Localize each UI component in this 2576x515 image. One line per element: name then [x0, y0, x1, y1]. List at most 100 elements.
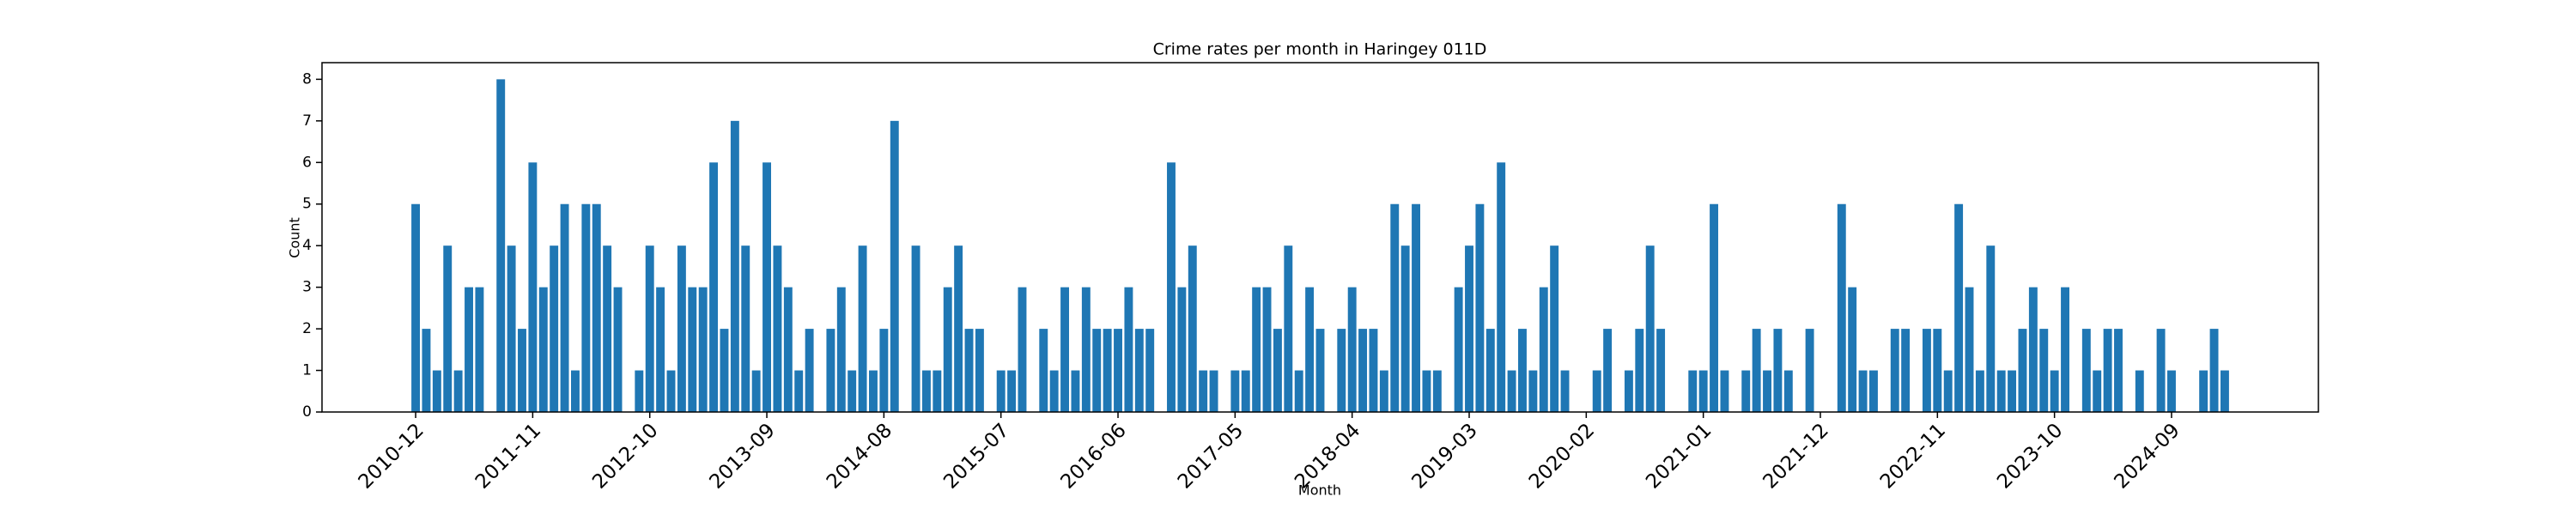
bar: [1901, 329, 1911, 412]
bar: [1167, 162, 1176, 413]
bar: [1400, 245, 1410, 412]
y-tick-label: 0: [302, 403, 312, 421]
bar: [1943, 370, 1953, 412]
bar: [1315, 329, 1325, 412]
bar: [1305, 287, 1315, 412]
bar: [1986, 245, 1996, 412]
bar: [1475, 203, 1485, 412]
y-tick-label: 7: [302, 112, 312, 130]
bar: [2050, 370, 2059, 412]
bar: [645, 245, 654, 412]
bar: [518, 329, 526, 412]
bar: [1039, 329, 1048, 412]
bar: [1592, 370, 1601, 412]
bar: [1805, 329, 1814, 412]
x-tick-label: 2016-06: [1057, 419, 1131, 493]
bar: [1209, 370, 1218, 412]
y-tick-label: 2: [302, 320, 312, 337]
bar: [1656, 329, 1666, 412]
bar: [603, 245, 612, 412]
bar: [848, 370, 857, 412]
bar: [2081, 329, 2091, 412]
bar: [1975, 370, 1984, 412]
chart-title: Crime rates per month in Haringey 011D: [1153, 40, 1487, 59]
bar: [1858, 370, 1868, 412]
bar: [2008, 370, 2017, 412]
bar: [677, 245, 686, 412]
y-tick-label: 5: [302, 196, 312, 213]
bar: [2167, 370, 2176, 412]
y-tick-label: 8: [302, 70, 312, 88]
bar: [1134, 329, 1144, 412]
bar: [1379, 370, 1388, 412]
bar: [1358, 329, 1368, 412]
bar: [911, 245, 920, 412]
bar: [1465, 245, 1473, 412]
bar: [1645, 245, 1655, 412]
bar: [1241, 370, 1250, 412]
bar: [1710, 203, 1719, 412]
bar: [688, 287, 697, 412]
bar: [666, 370, 676, 412]
bar: [1550, 245, 1559, 412]
x-tick-label: 2012-10: [588, 419, 662, 493]
bar: [1412, 203, 1420, 412]
bar: [635, 370, 644, 412]
bar: [1560, 370, 1570, 412]
bar: [720, 329, 729, 412]
bar: [1890, 329, 1899, 412]
bar: [1720, 370, 1729, 412]
bar: [943, 287, 952, 412]
bar: [762, 162, 772, 413]
bar: [1337, 329, 1346, 412]
bar: [656, 287, 665, 412]
bar: [1454, 287, 1463, 412]
bar: [2156, 329, 2166, 412]
bar: [465, 287, 473, 412]
bar: [709, 162, 719, 413]
bar: [1485, 329, 1495, 412]
x-tick-label: 2023-10: [1993, 419, 2067, 493]
bar: [1390, 203, 1400, 412]
bar: [1114, 329, 1122, 412]
bar: [453, 370, 463, 412]
bar: [528, 162, 538, 413]
y-tick-label: 6: [302, 154, 312, 171]
bar: [1071, 370, 1080, 412]
bar: [1049, 370, 1059, 412]
bar: [1145, 329, 1155, 412]
bar: [496, 79, 506, 412]
bar: [1124, 287, 1133, 412]
bar: [879, 329, 889, 412]
bar: [581, 203, 591, 412]
bar: [1284, 245, 1293, 412]
bar: [2114, 329, 2123, 412]
x-tick-label: 2014-08: [823, 419, 896, 493]
x-axis-label: Month: [1298, 482, 1341, 499]
bar: [730, 120, 739, 413]
y-tick-label: 3: [302, 279, 312, 296]
bar: [432, 370, 441, 412]
bar: [890, 120, 899, 413]
bar: [613, 287, 623, 412]
bar: [1369, 329, 1378, 412]
bar: [773, 245, 782, 412]
bar: [538, 287, 548, 412]
bar: [1635, 329, 1644, 412]
bar: [1868, 370, 1878, 412]
bar: [1624, 370, 1633, 412]
bar: [1422, 370, 1431, 412]
x-tick-label: 2015-07: [939, 419, 1013, 493]
bar: [783, 287, 793, 412]
bar: [1848, 287, 1857, 412]
bar: [1497, 162, 1506, 413]
x-tick-label: 2022-11: [1876, 419, 1950, 493]
bar: [2103, 329, 2112, 412]
bar: [1528, 370, 1538, 412]
bar: [836, 287, 846, 412]
bar: [1539, 287, 1548, 412]
bar: [1347, 287, 1357, 412]
bar: [1177, 287, 1187, 412]
bar: [1518, 329, 1527, 412]
